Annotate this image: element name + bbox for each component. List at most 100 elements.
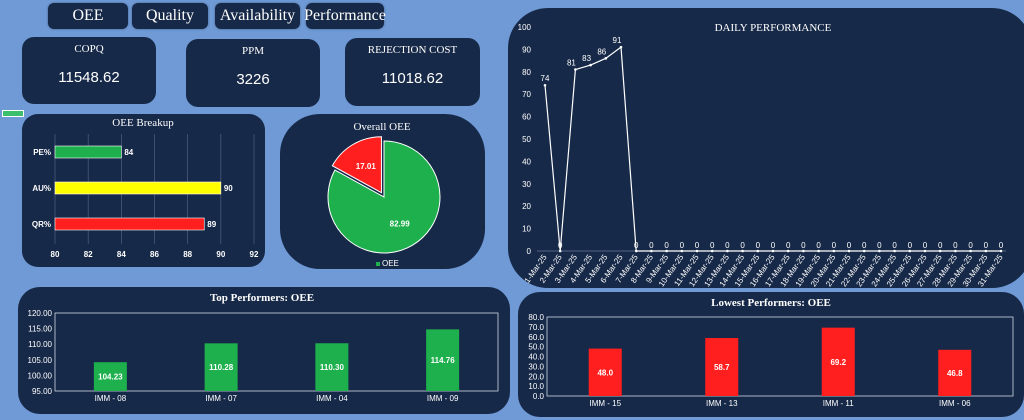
data-point — [786, 249, 790, 253]
x-tick-label: IMM - 04 — [316, 394, 348, 403]
chart-title: Lowest Performers: OEE — [711, 297, 831, 309]
y-tick-label: 60.0 — [528, 333, 544, 342]
y-tick-label: 50 — [522, 135, 531, 144]
y-tick-label: 20 — [522, 202, 531, 211]
data-point — [862, 249, 866, 253]
chart-title: DAILY PERFORMANCE — [715, 22, 832, 34]
data-label: 0 — [801, 241, 806, 250]
tab-performance[interactable]: Performance — [304, 3, 386, 29]
lowest-performers-chart: Lowest Performers: OEE 0.010.020.030.040.… — [528, 297, 1014, 408]
x-tick-label: IMM - 07 — [205, 394, 237, 403]
bar — [938, 349, 972, 396]
top-performers-panel: Top Performers: OEE 95.00 100.00 105.00 110.… — [18, 287, 510, 414]
data-label: 0 — [832, 241, 837, 250]
data-point — [908, 249, 912, 253]
data-point — [969, 249, 972, 253]
overall-oee-panel: Overall OEE 82.99 17.01 OEE — [280, 114, 485, 269]
y-tick-label: 60 — [522, 113, 531, 122]
data-point — [878, 249, 881, 253]
data-label: 0 — [725, 241, 730, 250]
y-tick-label: 70 — [522, 90, 531, 99]
data-label: 74 — [541, 74, 550, 83]
y-tick-label: 0 — [527, 247, 532, 256]
x-tick-label: IMM - 13 — [706, 399, 738, 408]
data-label: 0 — [664, 241, 669, 250]
bar — [315, 343, 349, 391]
kpi-ppm-label: PPM — [241, 45, 265, 57]
tab-availability[interactable]: Availability — [215, 3, 300, 29]
data-point — [695, 249, 699, 253]
data-label: 0 — [695, 241, 700, 250]
data-point — [543, 83, 547, 87]
category-label: AU% — [32, 184, 51, 193]
y-tick-label: 100.00 — [28, 371, 53, 380]
data-label: 84 — [124, 148, 133, 157]
kpi-copq-label: COPQ — [74, 43, 104, 55]
data-point — [680, 249, 684, 253]
kpi-copq: COPQ 11548.62 — [22, 37, 156, 104]
data-label: 0 — [634, 241, 639, 250]
daily-performance-chart: DAILY PERFORMANCE 0 10 20 30 40 50 60 70 80 90 100 7… — [518, 22, 1006, 288]
y-tick-label: 110.00 — [28, 340, 52, 349]
data-label: 0 — [680, 241, 685, 250]
legend-swatch — [376, 262, 380, 266]
data-point — [634, 249, 638, 253]
kpi-rejection-cost-value: 11018.62 — [381, 70, 444, 87]
data-label: 89 — [207, 220, 216, 229]
data-point — [832, 249, 836, 253]
tab-oee[interactable]: OEE — [48, 3, 128, 29]
data-point — [938, 249, 942, 253]
data-label: 0 — [953, 241, 958, 250]
data-label: 0 — [968, 241, 973, 250]
data-point — [893, 249, 896, 253]
y-tick-label: 80 — [522, 68, 531, 77]
top-performers-chart: Top Performers: OEE 95.00 100.00 105.00 110.… — [28, 292, 499, 403]
data-point — [954, 249, 957, 253]
data-label: 86 — [597, 47, 606, 56]
data-label: 0 — [847, 241, 852, 250]
chart-title: Overall OEE — [353, 121, 410, 133]
y-tick-label: 115.00 — [28, 325, 52, 334]
data-label: 0 — [923, 241, 928, 250]
x-tick-label: IMM - 06 — [939, 399, 971, 408]
data-point — [741, 249, 744, 253]
data-label: 0 — [984, 241, 989, 250]
y-tick-label: 80.0 — [528, 313, 544, 322]
kpi-ppm: PPM 3226 — [186, 39, 320, 107]
bar — [54, 145, 122, 159]
category-label: QR% — [32, 220, 51, 229]
overall-oee-chart: Overall OEE 82.99 17.01 OEE — [327, 121, 441, 268]
data-point — [589, 63, 592, 67]
data-label: 0 — [908, 241, 913, 250]
data-label: 0 — [740, 241, 745, 250]
data-label: 0 — [786, 241, 791, 250]
plot-frame — [546, 316, 1014, 397]
legend-label: OEE — [382, 259, 399, 268]
data-label: 0 — [999, 241, 1004, 250]
data-point — [619, 45, 623, 49]
data-label: 104.23 — [98, 373, 123, 382]
data-point — [802, 249, 805, 253]
data-point — [817, 249, 820, 253]
data-point — [574, 68, 577, 71]
y-tick-label: 30.0 — [528, 362, 544, 371]
y-tick-label: 100 — [518, 23, 532, 32]
bar — [821, 327, 855, 396]
pie-slice — [327, 140, 441, 254]
data-point — [999, 249, 1003, 253]
y-tick-label: 10 — [522, 225, 531, 234]
x-tick-label: 90 — [216, 250, 225, 259]
data-point — [984, 249, 988, 253]
data-point — [726, 249, 729, 253]
data-point — [923, 249, 927, 253]
x-tick-label: 80 — [51, 250, 60, 259]
chart-title: Top Performers: OEE — [210, 292, 314, 304]
data-point — [604, 57, 608, 60]
sheet-handle[interactable] — [2, 110, 24, 117]
oee-breakup-panel: OEE Breakup 80 82 84 86 88 90 92 PE% 84 AU% 90 QR% 89 — [22, 114, 265, 267]
series-line — [544, 46, 1001, 252]
bar — [93, 362, 127, 391]
data-label: 0 — [877, 241, 882, 250]
data-label: 83 — [582, 54, 591, 63]
tab-quality[interactable]: Quality — [132, 3, 208, 29]
